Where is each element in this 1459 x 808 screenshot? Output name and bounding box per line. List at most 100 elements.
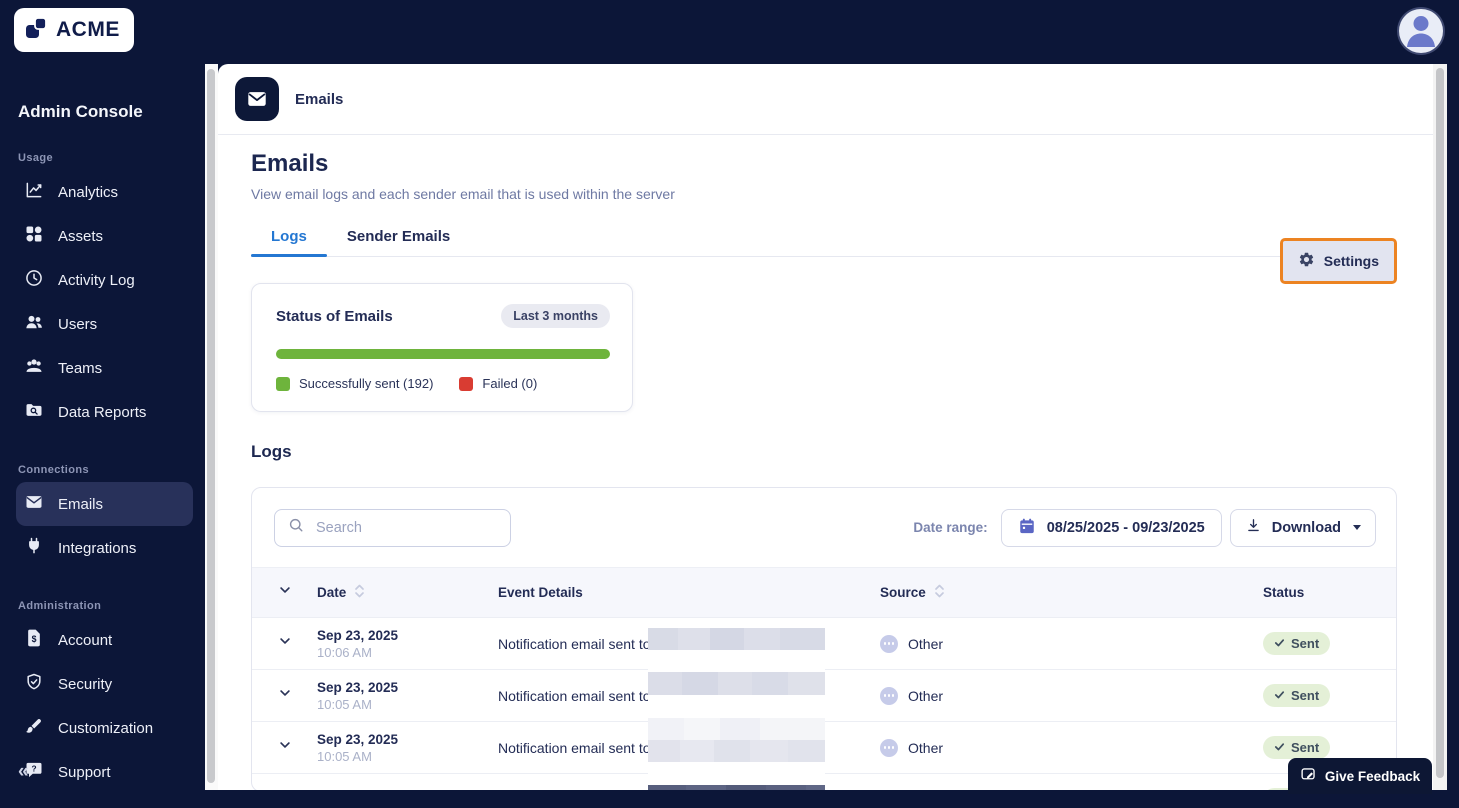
download-button[interactable]: Download	[1229, 508, 1376, 547]
redacted-email-region	[648, 622, 825, 790]
acme-logo[interactable]: ACME	[14, 8, 134, 52]
period-badge: Last 3 months	[501, 304, 610, 328]
column-header-source[interactable]: Source	[880, 583, 1263, 602]
emails-page-icon	[235, 77, 279, 121]
sidebar-section-administration: Administration	[18, 600, 102, 612]
sidebar-item-assets[interactable]: Assets	[16, 214, 193, 258]
data-reports-icon	[24, 400, 44, 425]
sidebar-item-label: Data Reports	[58, 403, 147, 421]
tab-sender-emails[interactable]: Sender Emails	[346, 228, 451, 245]
search-input[interactable]	[314, 518, 505, 537]
date-range-picker[interactable]: 08/25/2025 - 09/23/2025	[1000, 508, 1222, 547]
sidebar-item-label: Analytics	[58, 183, 119, 201]
success-swatch	[276, 376, 290, 391]
sidebar-item-label: Account	[58, 631, 113, 649]
sidebar-item-analytics[interactable]: Analytics	[16, 170, 193, 214]
status-badge: Sent	[1263, 684, 1331, 707]
account-billing-icon: $	[24, 628, 44, 653]
main-scrollbar[interactable]	[1433, 64, 1447, 790]
integrations-icon	[24, 536, 44, 561]
column-header-date[interactable]: Date	[317, 583, 498, 602]
search-box[interactable]	[274, 508, 511, 547]
sidebar-item-security[interactable]: Security	[16, 662, 193, 706]
user-avatar[interactable]	[1399, 9, 1443, 53]
sidebar-item-teams[interactable]: Teams	[16, 346, 193, 390]
table-header: Date Event Details Source	[252, 567, 1396, 617]
breadcrumb-label: Emails	[295, 90, 344, 108]
sidebar-scrollbar[interactable]	[205, 64, 218, 790]
sidebar-item-label: Activity Log	[58, 271, 135, 289]
page-subtitle: View email logs and each sender email th…	[251, 186, 675, 202]
person-icon	[1399, 9, 1443, 53]
column-header-event-details: Event Details	[498, 585, 583, 600]
log-source: Other	[880, 738, 1263, 757]
sidebar-item-data-reports[interactable]: Data Reports	[16, 390, 193, 434]
check-icon	[1274, 740, 1285, 755]
scrollbar-thumb[interactable]	[1436, 68, 1444, 778]
download-icon	[1245, 517, 1262, 538]
status-badge: Sent	[1263, 632, 1331, 655]
log-event: Notification email sent to	[498, 687, 651, 704]
log-time: 10:06 AM	[317, 644, 372, 660]
sidebar-item-activity-log[interactable]: Activity Log	[16, 258, 193, 302]
feedback-pencil-icon	[1300, 766, 1317, 786]
search-icon	[287, 516, 305, 539]
source-other-icon	[880, 686, 898, 705]
expand-row-chevron-icon[interactable]	[278, 634, 292, 653]
column-header-status: Status	[1263, 585, 1305, 600]
calendar-icon	[1018, 517, 1036, 539]
sidebar-item-customization[interactable]: Customization	[16, 706, 193, 750]
sidebar-section-usage: Usage	[18, 152, 54, 164]
tab-logs[interactable]: Logs	[251, 218, 327, 257]
teams-icon	[24, 356, 44, 381]
download-button-label: Download	[1271, 519, 1341, 536]
log-date: Sep 23, 2025	[317, 679, 399, 695]
expand-row-chevron-icon[interactable]	[278, 738, 292, 757]
date-range-label: Date range:	[913, 520, 988, 535]
check-icon	[1274, 636, 1285, 651]
log-event: Notification email sent to	[498, 739, 651, 756]
legend-label: Failed (0)	[482, 376, 538, 391]
sort-icon[interactable]	[933, 583, 946, 602]
sidebar-item-label: Integrations	[58, 539, 137, 557]
logs-heading: Logs	[251, 442, 292, 461]
sidebar-item-integrations[interactable]: Integrations	[16, 526, 193, 570]
sidebar-item-label: Assets	[58, 227, 104, 245]
expand-all-chevron-icon[interactable]	[278, 583, 292, 602]
acme-logo-icon	[24, 15, 50, 46]
scrollbar-thumb[interactable]	[207, 69, 215, 783]
page-title: Emails	[251, 150, 329, 177]
source-other-icon	[880, 738, 898, 757]
customization-brush-icon	[24, 716, 44, 741]
svg-text:?: ?	[31, 763, 36, 773]
logs-filter-row: Date range: 08/25/2025 - 09/23/2025	[252, 488, 1396, 567]
sidebar-item-emails[interactable]: Emails	[16, 482, 193, 526]
status-card-title: Status of Emails	[276, 307, 393, 325]
activity-log-icon	[24, 268, 44, 293]
security-shield-icon	[24, 672, 44, 697]
give-feedback-button[interactable]: Give Feedback	[1288, 758, 1432, 794]
svg-text:$: $	[32, 633, 37, 643]
gear-icon	[1298, 251, 1315, 271]
chevron-down-icon	[1353, 525, 1361, 530]
assets-icon	[24, 224, 44, 249]
sidebar-item-label: Support	[58, 763, 111, 781]
settings-button[interactable]: Settings	[1279, 238, 1397, 284]
logo-text: ACME	[56, 18, 120, 41]
sort-icon[interactable]	[353, 583, 366, 602]
sidebar-item-account[interactable]: $ Account	[16, 618, 193, 662]
sidebar-item-label: Teams	[58, 359, 103, 377]
sidebar-title: Admin Console	[18, 102, 143, 121]
sidebar-item-users[interactable]: Users	[16, 302, 193, 346]
log-source: Other	[880, 634, 1263, 653]
give-feedback-label: Give Feedback	[1324, 768, 1421, 784]
analytics-icon	[24, 180, 44, 205]
emails-icon	[24, 492, 44, 517]
expand-row-chevron-icon[interactable]	[278, 686, 292, 705]
sidebar-item-label: Security	[58, 675, 113, 693]
sidebar-item-label: Users	[58, 315, 98, 333]
sidebar-item-support[interactable]: ? Support	[16, 750, 193, 794]
failed-swatch	[459, 376, 474, 391]
settings-button-label: Settings	[1323, 253, 1379, 269]
collapse-sidebar-icon[interactable]: «	[18, 761, 29, 782]
